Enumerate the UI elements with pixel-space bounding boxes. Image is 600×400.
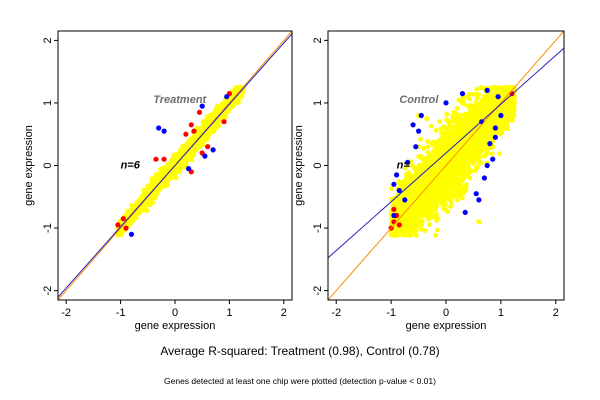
fit-line bbox=[58, 33, 292, 298]
point-yellow bbox=[139, 206, 145, 212]
point-yellow bbox=[437, 119, 443, 124]
y-tick-label: -2 bbox=[42, 286, 54, 296]
point-yellow bbox=[201, 140, 206, 145]
x-tick-label: -1 bbox=[116, 307, 126, 319]
x-tick-label: 2 bbox=[281, 307, 287, 319]
point-red bbox=[221, 119, 227, 125]
x-tick-label: 0 bbox=[172, 307, 178, 319]
point-blue bbox=[128, 231, 135, 237]
point-red bbox=[196, 109, 203, 115]
point-red bbox=[188, 122, 194, 128]
point-yellow bbox=[235, 98, 241, 104]
point-yellow bbox=[189, 157, 195, 163]
point-red bbox=[191, 128, 197, 134]
x-tick-label: -2 bbox=[61, 307, 71, 319]
point-yellow bbox=[425, 144, 431, 150]
point-yellow bbox=[125, 208, 130, 214]
point-red bbox=[161, 156, 167, 162]
point-blue bbox=[161, 128, 167, 134]
point-blue bbox=[210, 147, 216, 153]
scatter-points bbox=[388, 84, 517, 239]
y-tick-label: -1 bbox=[42, 223, 54, 233]
y-tick-label: 1 bbox=[42, 100, 54, 106]
point-yellow bbox=[220, 102, 226, 108]
point-red bbox=[120, 216, 126, 222]
point-yellow bbox=[150, 200, 155, 206]
point-yellow bbox=[489, 151, 495, 157]
point-yellow bbox=[195, 144, 201, 150]
point-yellow bbox=[143, 203, 149, 209]
point-blue bbox=[199, 103, 205, 109]
scatter-points bbox=[115, 85, 246, 238]
panel-title: Treatment bbox=[153, 94, 207, 106]
point-blue bbox=[202, 153, 208, 159]
x-tick-label: 1 bbox=[226, 307, 232, 319]
point-yellow bbox=[419, 226, 424, 232]
point-red bbox=[183, 131, 189, 137]
point-red bbox=[115, 222, 121, 228]
point-yellow bbox=[167, 163, 173, 169]
point-yellow bbox=[149, 193, 155, 199]
point-blue bbox=[156, 125, 162, 131]
point-yellow bbox=[169, 172, 175, 178]
point-red bbox=[123, 225, 129, 231]
point-yellow bbox=[185, 146, 191, 152]
y-tick-label: 0 bbox=[42, 162, 54, 168]
point-yellow bbox=[173, 152, 179, 158]
point-yellow bbox=[215, 121, 221, 126]
point-blue bbox=[224, 94, 230, 100]
x-axis-label: gene expression bbox=[135, 320, 216, 332]
point-red bbox=[153, 156, 159, 162]
point-yellow bbox=[173, 175, 179, 181]
point-yellow bbox=[165, 169, 171, 175]
point-yellow bbox=[190, 149, 196, 155]
point-yellow bbox=[138, 196, 144, 201]
point-yellow bbox=[171, 159, 177, 165]
point-red bbox=[205, 144, 211, 150]
point-yellow bbox=[152, 179, 158, 184]
y-axis-label: gene expression bbox=[23, 125, 35, 206]
point-yellow bbox=[116, 231, 122, 237]
point-yellow bbox=[444, 111, 450, 117]
point-yellow bbox=[388, 186, 394, 191]
point-blue bbox=[186, 166, 192, 172]
sample-size-annotation: n=6 bbox=[121, 160, 141, 172]
point-yellow bbox=[201, 122, 207, 127]
point-yellow bbox=[196, 132, 202, 138]
point-yellow bbox=[438, 126, 444, 132]
treatment-panel: -2 -1 0 1 2 -2 -1 0 1 2 gene expression gene expres… bbox=[23, 30, 293, 332]
y-tick-label: 2 bbox=[42, 37, 54, 43]
point-yellow bbox=[454, 106, 460, 111]
point-yellow bbox=[176, 165, 182, 171]
